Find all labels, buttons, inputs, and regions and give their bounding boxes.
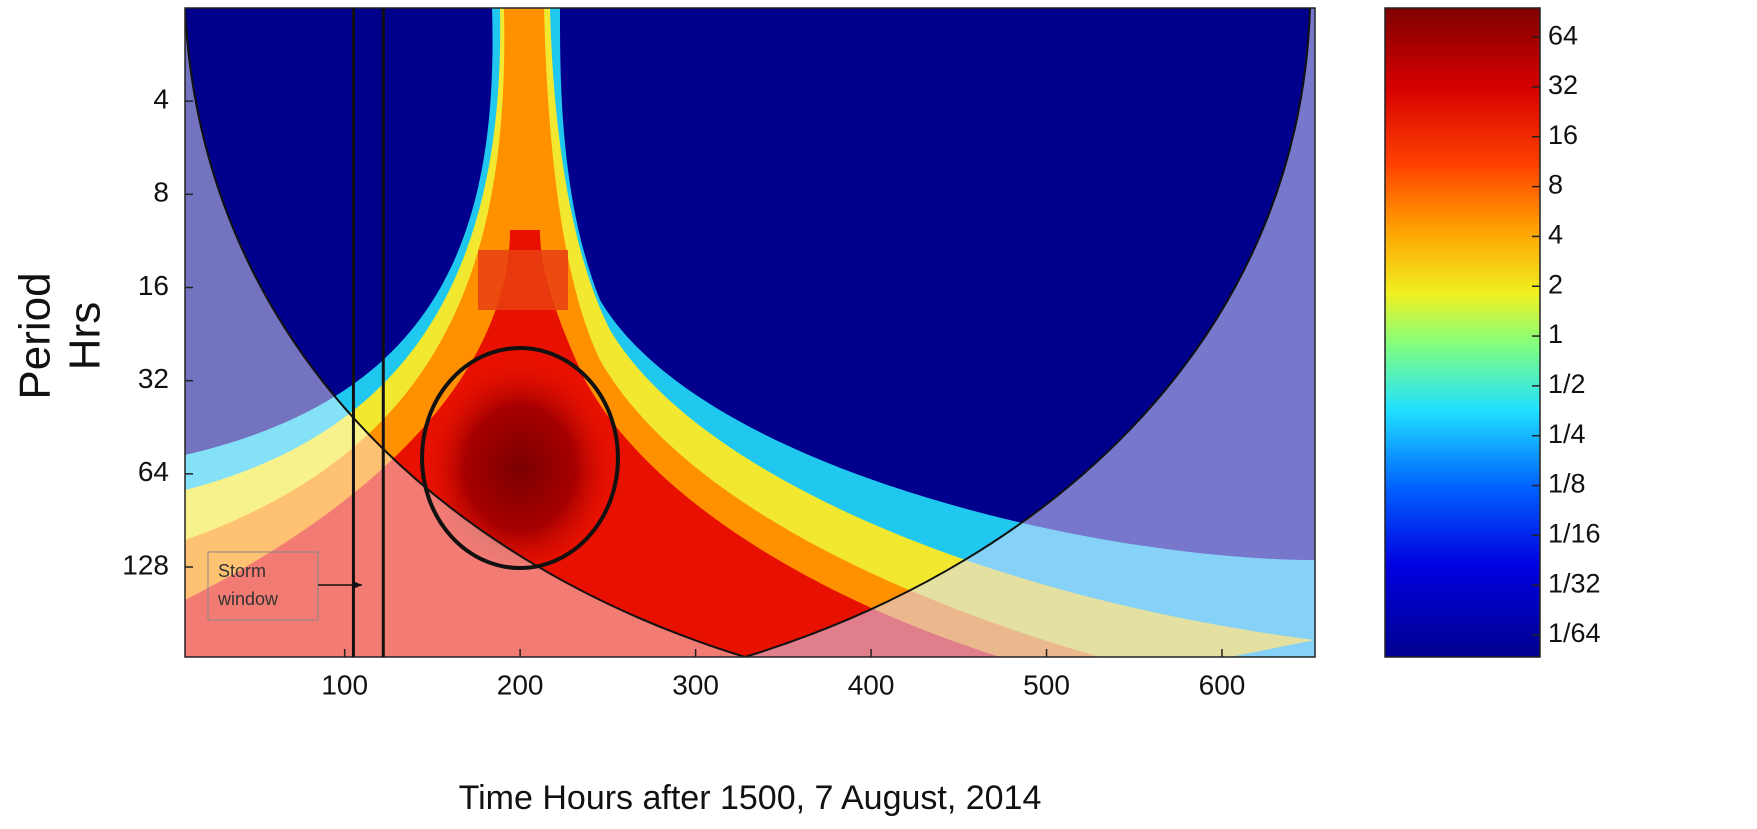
y-tick-label: 4: [153, 84, 169, 115]
colorbar-tick-label: 1/4: [1548, 419, 1586, 449]
colorbar-tick-label: 1/64: [1548, 618, 1601, 648]
annotation-text: window: [217, 589, 279, 609]
x-tick-label: 600: [1199, 669, 1246, 700]
x-tick-label: 400: [848, 669, 895, 700]
colorbar-tick-label: 1/8: [1548, 469, 1586, 499]
x-tick-label: 100: [321, 669, 368, 700]
x-tick-label: 200: [497, 669, 544, 700]
y-axis-label: Hrs: [61, 302, 110, 370]
heatmap-image: [185, 8, 1315, 657]
y-tick-label: 64: [138, 456, 169, 487]
colorbar-tick-label: 1: [1548, 319, 1563, 349]
colorbar-tick-label: 32: [1548, 70, 1578, 100]
colorbar: [1384, 7, 1541, 658]
y-tick-label: 8: [153, 177, 169, 208]
y-axis-label: Period: [11, 272, 60, 399]
x-tick-label: 500: [1023, 669, 1070, 700]
annotation-arrowhead: [353, 581, 362, 589]
x-axis-label: Time Hours after 1500, 7 August, 2014: [459, 779, 1042, 817]
y-tick-label: 128: [122, 549, 169, 580]
y-tick-label: 16: [138, 270, 169, 301]
colorbar-tick-label: 1/16: [1548, 518, 1601, 548]
x-tick-label: 300: [672, 669, 719, 700]
annotation-box: [207, 551, 319, 621]
colorbar-tick-label: 1/2: [1548, 369, 1586, 399]
y-tick-label: 32: [138, 363, 169, 394]
plot-frame: [184, 7, 1316, 658]
annotation-text: Storm: [218, 561, 266, 581]
colorbar-tick-label: 4: [1548, 220, 1563, 250]
colorbar-tick-label: 16: [1548, 120, 1578, 150]
colorbar-tick-label: 8: [1548, 170, 1563, 200]
colorbar-tick-label: 1/32: [1548, 568, 1601, 598]
colorbar-tick-label: 64: [1548, 20, 1578, 50]
colorbar-tick-label: 2: [1548, 269, 1563, 299]
